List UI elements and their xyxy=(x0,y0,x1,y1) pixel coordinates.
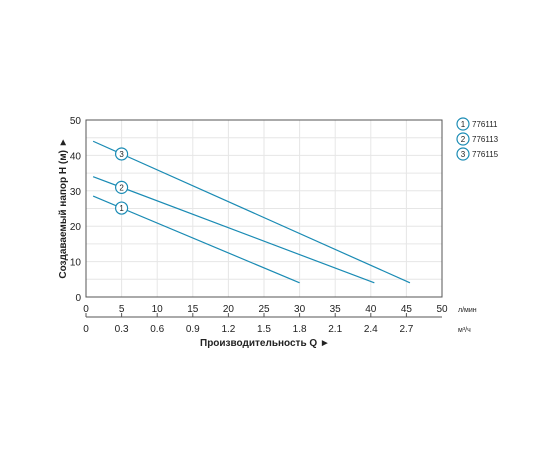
series-marker-label: 2 xyxy=(119,183,124,192)
y-tick-label: 30 xyxy=(70,187,82,198)
series-marker-label: 1 xyxy=(119,204,124,213)
secondary-x-tick-label: 1.8 xyxy=(293,324,307,335)
secondary-x-tick-label: 1.5 xyxy=(257,324,271,335)
y-tick-label: 10 xyxy=(70,258,82,269)
y-tick-label: 40 xyxy=(70,151,82,162)
series-marker-1 xyxy=(114,201,129,215)
series-line-776113 xyxy=(92,176,375,284)
x-tick-label: 5 xyxy=(119,304,125,315)
x-tick-label: 15 xyxy=(187,304,199,315)
secondary-x-tick-label: 0.3 xyxy=(115,324,129,335)
legend-marker-label: 2 xyxy=(461,135,466,144)
x-tick-label: 30 xyxy=(294,304,306,315)
legend-marker-1 xyxy=(456,117,470,131)
chart-legend: 1 776111 2 776113 3 776115 xyxy=(456,117,499,161)
x-axis-unit: л/мин xyxy=(458,307,477,314)
x-tick-label: 50 xyxy=(436,304,448,315)
secondary-x-tick-label: 2.7 xyxy=(399,324,413,335)
legend-entry-label: 776115 xyxy=(472,150,499,159)
secondary-x-tick-label: 0 xyxy=(83,324,89,335)
x-tick-label: 10 xyxy=(152,304,164,315)
secondary-x-tick-label: 0.9 xyxy=(186,324,200,335)
x-tick-label: 45 xyxy=(401,304,413,315)
x-tick-label: 0 xyxy=(83,304,89,315)
series-line-776115 xyxy=(92,140,411,284)
legend-entry-label: 776113 xyxy=(472,135,499,144)
secondary-x-tick-label: 1.2 xyxy=(221,324,235,335)
legend-entry-label: 776111 xyxy=(472,120,498,129)
y-tick-label: 20 xyxy=(70,222,82,233)
y-tick-label: 50 xyxy=(70,116,82,127)
x-axis-title: Производительность Q ► xyxy=(200,338,330,349)
legend-marker-label: 3 xyxy=(461,150,466,159)
y-axis-title: Создаваемый напор Н (м) ► xyxy=(58,137,69,278)
y-tick-labels: 0 10 20 30 40 50 xyxy=(70,116,82,304)
secondary-x-tick-labels: 0 0.3 0.6 0.9 1.2 1.5 1.8 2.1 2.4 2.7 xyxy=(83,313,414,335)
y-tick-label: 0 xyxy=(75,293,81,304)
secondary-x-tick-label: 0.6 xyxy=(150,324,164,335)
x-tick-label: 25 xyxy=(258,304,270,315)
series-markers: 1 2 3 xyxy=(114,147,129,215)
legend-marker-3 xyxy=(456,147,470,161)
chart-grid xyxy=(86,120,442,297)
secondary-x-axis-unit: м³/ч xyxy=(458,327,471,334)
secondary-x-tick-label: 2.1 xyxy=(328,324,342,335)
series-marker-2 xyxy=(114,180,129,194)
x-tick-label: 20 xyxy=(223,304,235,315)
x-tick-labels: 0 5 10 15 20 25 30 35 40 45 50 xyxy=(83,304,448,315)
secondary-x-tick-label: 2.4 xyxy=(364,324,378,335)
plot-area xyxy=(85,119,443,298)
x-tick-label: 35 xyxy=(330,304,342,315)
series-marker-label: 3 xyxy=(119,150,124,159)
legend-marker-2 xyxy=(456,132,470,146)
x-tick-label: 40 xyxy=(365,304,377,315)
series-marker-3 xyxy=(114,147,129,161)
legend-marker-label: 1 xyxy=(461,120,466,129)
